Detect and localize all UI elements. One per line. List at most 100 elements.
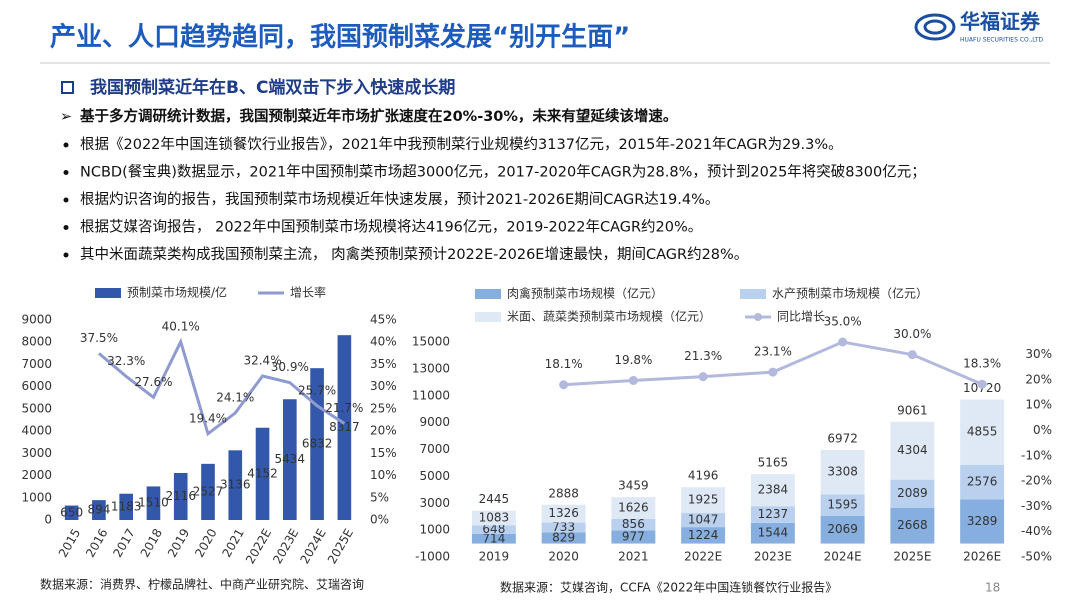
y2-tick-label: -10%: [1021, 448, 1052, 462]
line-value-label: 21.3%: [684, 349, 722, 363]
line-marker: [838, 337, 848, 347]
line-value-label: 35.0%: [824, 315, 862, 329]
total-label: 9061: [897, 403, 928, 417]
bullet-dot: [63, 142, 69, 148]
y2-tick-label: 0%: [370, 513, 389, 527]
line-value-label: 21.7%: [325, 401, 363, 415]
line-value-label: 32.3%: [107, 354, 145, 368]
bar-value-label: 2384: [758, 483, 789, 497]
total-label: 3459: [618, 479, 649, 493]
y2-tick-label: 30%: [370, 379, 397, 393]
bar: [64, 505, 79, 520]
x-tick-label: 2022E: [243, 526, 274, 566]
y2-tick-label: 0%: [1033, 423, 1052, 437]
bar-value-label: 2116: [165, 489, 196, 503]
bar-value-label: 4855: [967, 425, 998, 439]
line-marker: [698, 372, 708, 382]
y-tick-label: 3000: [21, 446, 52, 460]
bar-value-label: 1237: [758, 507, 789, 521]
line-value-label: 27.6%: [134, 375, 172, 389]
line-marker: [559, 380, 569, 390]
bar-value-label: 894: [87, 503, 110, 517]
y2-tick-label: 10%: [1025, 398, 1052, 412]
bar: [541, 532, 586, 544]
bar: [750, 474, 795, 507]
y-tick-label: 9000: [21, 313, 52, 327]
chart: 0 1000 2000 3000 4000 5000 6000 7000 8000 9000 0% 5…: [21, 285, 396, 567]
x-tick-label: 2023E: [270, 526, 301, 566]
line-value-label: 30.9%: [271, 360, 309, 374]
x-tick-label: 2025E: [893, 550, 931, 564]
bar-value-label: 3308: [827, 465, 858, 479]
bar: [283, 399, 297, 520]
bar-value-label: 4304: [897, 443, 928, 457]
legend-label: 预制菜市场规模/亿: [127, 285, 227, 300]
x-tick-label: 2026E: [963, 550, 1001, 564]
y-tick-label: 2000: [21, 468, 52, 482]
line: [97, 337, 346, 437]
bar: [146, 486, 161, 520]
logo-subtitle: HUAFU SECURITIES CO.,LTD: [960, 37, 1043, 44]
y2-tick-label: 20%: [370, 424, 397, 438]
line-marker: [907, 350, 917, 360]
y-tick-label: 1000: [21, 490, 52, 504]
y-tick-label: -1000: [415, 550, 450, 564]
total-label: 2888: [548, 486, 579, 500]
legend-label: 米面、蔬菜类预制菜市场规模（亿元）: [507, 309, 711, 324]
y2-tick-label: 45%: [370, 313, 397, 327]
bar: [611, 497, 656, 519]
legend-swatch: [754, 313, 762, 321]
x-tick-label: 2020: [192, 526, 219, 559]
line-marker: [977, 379, 987, 389]
y2-tick-label: 40%: [370, 335, 397, 349]
bar: [960, 499, 1005, 544]
bar-value-label: 3289: [967, 514, 998, 528]
x-tick-label: 2016: [83, 526, 110, 559]
bar: [750, 522, 795, 544]
total-label: 6972: [827, 431, 858, 445]
bar: [681, 487, 726, 514]
bar: [541, 504, 586, 523]
bar-value-label: 4152: [247, 466, 278, 480]
x-tick-label: 2017: [110, 526, 137, 559]
y-tick-label: 0: [44, 513, 52, 527]
legend-swatch: [475, 289, 501, 299]
bar: [471, 510, 516, 526]
bar: [541, 522, 586, 533]
bar: [681, 527, 726, 544]
bar: [92, 500, 106, 520]
legend-label: 肉禽预制菜市场规模（亿元）: [507, 286, 663, 301]
bullet-dot: [63, 197, 69, 203]
bar-value-label: 1326: [548, 506, 579, 520]
source-note: 数据来源：消费界、柠檬品牌社、中商产业研究院、艾瑞咨询: [40, 577, 364, 592]
bar-value-label: 8317: [329, 420, 360, 434]
bar-value-label: 2089: [897, 486, 928, 500]
slide-title: 产业、人口趋势趋同，我国预制菜发展“别开生面”: [50, 22, 630, 53]
line-marker: [768, 367, 778, 377]
line-value-label: 40.1%: [162, 319, 200, 333]
line-value-label: 37.5%: [80, 331, 118, 345]
bar: [890, 479, 935, 508]
y-tick-label: 9000: [419, 415, 450, 429]
heading-marker: [61, 81, 74, 94]
y2-tick-label: 20%: [1025, 372, 1052, 386]
x-tick-label: 2020: [548, 550, 579, 564]
y2-tick-label: 15%: [370, 446, 397, 460]
bar: [750, 506, 795, 523]
line-marker: [628, 375, 638, 385]
y-tick-label: 5000: [21, 401, 52, 415]
y-tick-label: 8000: [21, 335, 52, 349]
bar-value-label: 1626: [618, 501, 649, 515]
bar-value-label: 1083: [479, 510, 510, 524]
legend-label: 水产预制菜市场规模（亿元）: [772, 286, 928, 301]
y-tick-label: 3000: [419, 496, 450, 510]
bar-value-label: 829: [552, 530, 575, 544]
bar-value-label: 5434: [275, 452, 306, 466]
x-tick-label: 2019: [165, 526, 192, 559]
y2-tick-label: 10%: [370, 468, 397, 482]
line-value-label: 19.4%: [189, 411, 227, 425]
legend-label: 同比增长: [777, 310, 825, 324]
bar-value-label: 2668: [897, 518, 928, 532]
line-value-label: 18.3%: [963, 357, 1001, 371]
bar-value-label: 2069: [827, 522, 858, 536]
